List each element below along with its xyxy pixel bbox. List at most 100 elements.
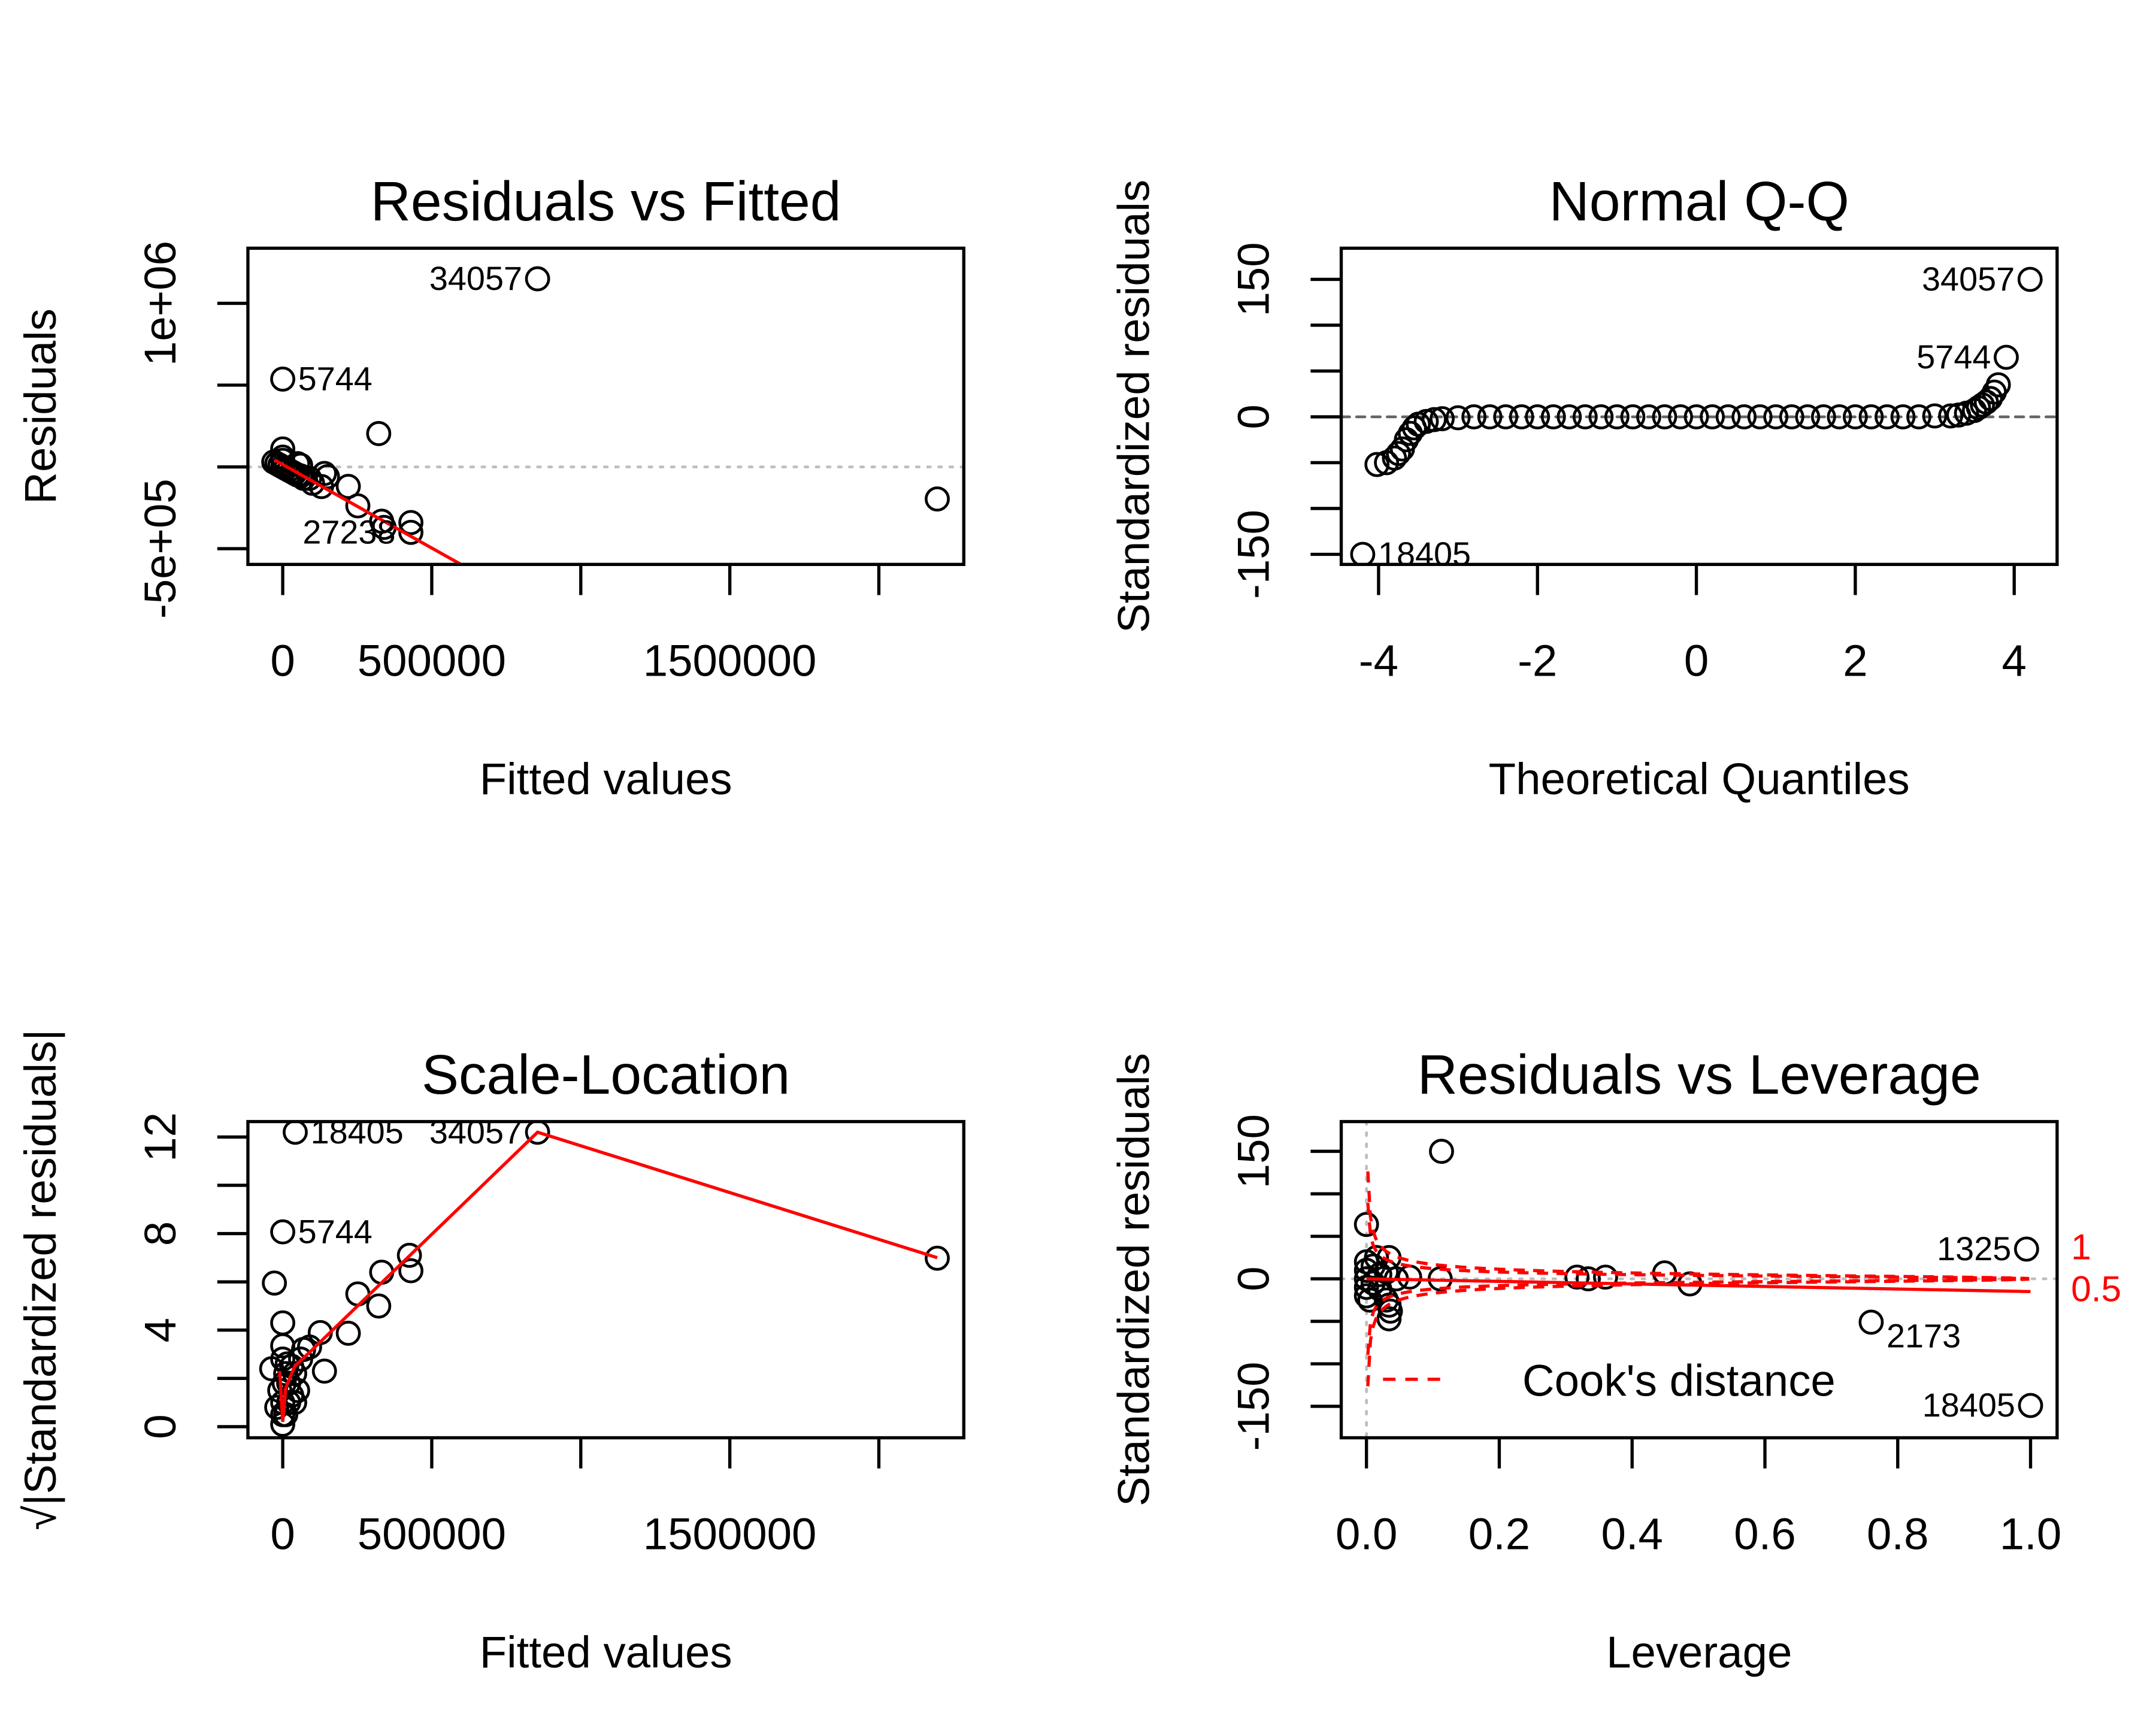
data-point bbox=[1763, 404, 1789, 429]
data-point bbox=[1731, 404, 1757, 429]
data-point bbox=[1525, 404, 1551, 429]
data-point bbox=[1668, 404, 1693, 429]
y-axis-label: Standardized residuals bbox=[1109, 180, 1159, 633]
x-tick-label: 2 bbox=[1843, 635, 1867, 685]
x-tick-label: 1500000 bbox=[643, 635, 817, 685]
y-tick-label: -5e+05 bbox=[135, 479, 185, 619]
data-point bbox=[1353, 1212, 1379, 1237]
cooks-level-label: 1 bbox=[2071, 1227, 2091, 1267]
y-tick-label: 0 bbox=[1229, 404, 1279, 429]
x-tick-label: -2 bbox=[1518, 635, 1557, 685]
x-tick-label: 0.8 bbox=[1867, 1509, 1928, 1559]
data-point bbox=[311, 461, 337, 486]
y-tick-label: -150 bbox=[1229, 510, 1279, 599]
data-point bbox=[1350, 541, 1376, 565]
data-point bbox=[525, 1121, 550, 1145]
diagnostic-panel-2: Normal Q-Q Theoretical Quantiles Standardi… bbox=[1109, 170, 2059, 804]
data-point bbox=[366, 1293, 392, 1319]
point-label: 5744 bbox=[1916, 338, 1991, 376]
x-tick-label: 0.6 bbox=[1734, 1509, 1795, 1559]
data-point bbox=[311, 1358, 337, 1384]
data-point bbox=[2013, 1236, 2039, 1262]
data-point bbox=[270, 366, 296, 392]
x-tick-label: 1500000 bbox=[643, 1509, 817, 1559]
x-tick-label: 0.4 bbox=[1601, 1509, 1663, 1559]
data-point bbox=[1700, 404, 1725, 429]
data-point bbox=[1906, 404, 1931, 429]
plot-frame bbox=[246, 1119, 965, 1440]
data-point bbox=[1994, 344, 2019, 370]
data-point bbox=[525, 266, 550, 292]
data-point bbox=[1540, 404, 1566, 429]
smooth-line bbox=[273, 458, 465, 565]
data-point bbox=[1398, 420, 1423, 446]
point-label: 27238 bbox=[302, 513, 395, 550]
cooks-distance-contour bbox=[1366, 1203, 2030, 1281]
data-point bbox=[1985, 372, 2011, 398]
data-point bbox=[288, 452, 313, 478]
data-point bbox=[1890, 404, 1916, 429]
plot-title: Residuals vs Leverage bbox=[1418, 1043, 1981, 1106]
diagnostic-panel-3: Scale-Location Fitted values √|Standardize… bbox=[16, 1029, 965, 1677]
data-point bbox=[1604, 404, 1630, 429]
data-point bbox=[262, 1270, 287, 1296]
y-tick-label: -150 bbox=[1229, 1361, 1279, 1451]
data-point bbox=[283, 1121, 308, 1145]
y-tick-label: 4 bbox=[135, 1318, 185, 1342]
plot-area bbox=[1341, 267, 2057, 565]
y-tick-label: 8 bbox=[135, 1221, 185, 1246]
x-tick-label: 0 bbox=[270, 1509, 295, 1559]
data-point bbox=[1795, 404, 1821, 429]
data-point bbox=[1683, 404, 1709, 429]
x-tick-label: 1.0 bbox=[2000, 1509, 2061, 1559]
data-point bbox=[2017, 267, 2043, 292]
data-point bbox=[1978, 386, 2003, 411]
data-point bbox=[345, 1281, 371, 1307]
cooks-distance-contour bbox=[1366, 1277, 2030, 1387]
data-point bbox=[1461, 404, 1487, 429]
x-axis-label: Leverage bbox=[1606, 1627, 1792, 1677]
y-tick-label: 1e+06 bbox=[135, 241, 185, 366]
x-tick-label: 0.2 bbox=[1468, 1509, 1530, 1559]
data-point bbox=[369, 1260, 395, 1285]
point-label: 18405 bbox=[1922, 1386, 2015, 1424]
data-point bbox=[366, 420, 392, 446]
data-point bbox=[1636, 404, 1661, 429]
x-tick-label: 500000 bbox=[358, 1509, 506, 1559]
data-point bbox=[1364, 1245, 1389, 1270]
data-point bbox=[1382, 445, 1407, 471]
legend-label: Cook's distance bbox=[1522, 1356, 1836, 1406]
data-point bbox=[1592, 1264, 1618, 1290]
x-tick-label: -4 bbox=[1359, 635, 1398, 685]
x-axis-label: Fitted values bbox=[480, 1627, 732, 1677]
data-point bbox=[1858, 404, 1884, 429]
point-label: 34057 bbox=[1922, 260, 2015, 298]
plot-title: Scale-Location bbox=[422, 1043, 790, 1106]
y-tick-label: 12 bbox=[135, 1112, 185, 1162]
data-point bbox=[1922, 403, 1948, 429]
data-point bbox=[1386, 441, 1411, 467]
x-axis-label: Theoretical Quantiles bbox=[1489, 754, 1910, 804]
y-axis-label: Standardized residuals bbox=[1109, 1053, 1159, 1506]
data-point bbox=[270, 1310, 296, 1336]
data-point bbox=[1779, 404, 1804, 429]
cooks-level-label: 0.5 bbox=[2071, 1268, 2121, 1309]
data-point bbox=[1810, 404, 1836, 429]
data-point bbox=[396, 1242, 422, 1268]
plot-title: Residuals vs Fitted bbox=[371, 170, 841, 232]
data-point bbox=[270, 1219, 296, 1245]
plot-area bbox=[1341, 1121, 2057, 1438]
x-tick-label: 4 bbox=[2002, 635, 2027, 685]
diagnostic-panel-1: Residuals vs Fitted Fitted values Residual… bbox=[16, 170, 965, 804]
data-point bbox=[398, 519, 424, 545]
point-label: 5744 bbox=[298, 360, 373, 398]
data-point bbox=[1715, 404, 1741, 429]
data-point bbox=[335, 474, 361, 499]
y-tick-label: 0 bbox=[1229, 1266, 1279, 1291]
data-point bbox=[1572, 404, 1598, 429]
data-point bbox=[1938, 403, 1964, 429]
x-tick-label: 0 bbox=[1684, 635, 1709, 685]
data-point bbox=[925, 1245, 950, 1271]
data-point bbox=[1588, 404, 1614, 429]
